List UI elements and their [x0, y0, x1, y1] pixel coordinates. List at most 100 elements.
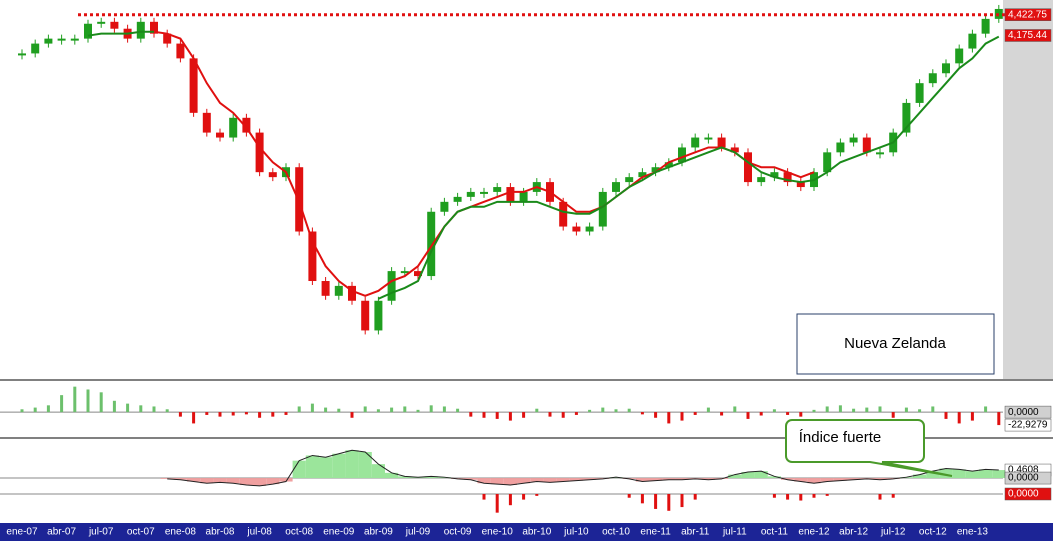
candle — [730, 147, 739, 153]
candle — [453, 196, 462, 202]
x-tick-label: ene-10 — [482, 527, 514, 538]
bar — [693, 494, 697, 500]
area-slice — [952, 469, 966, 479]
bar — [693, 412, 697, 415]
area-slice — [992, 470, 1006, 479]
bar — [376, 409, 380, 413]
candle — [493, 187, 502, 192]
candle — [783, 172, 792, 183]
bar — [73, 386, 77, 413]
bar — [310, 403, 314, 413]
bar — [667, 412, 671, 424]
candle — [268, 172, 277, 178]
area-slice — [305, 455, 319, 479]
bar — [271, 412, 275, 417]
bar — [601, 407, 605, 413]
candle — [189, 58, 198, 113]
candle — [163, 33, 172, 44]
area-slice — [292, 460, 306, 479]
bar — [139, 405, 143, 413]
area-slice — [728, 474, 742, 479]
candle — [849, 137, 858, 143]
bar — [825, 494, 829, 496]
candle — [770, 172, 779, 178]
x-tick-label: oct-07 — [127, 527, 155, 538]
area-slice — [939, 468, 953, 479]
bar — [205, 412, 209, 415]
area-slice — [662, 478, 676, 480]
bar — [258, 412, 262, 418]
area-slice — [279, 478, 293, 482]
x-tick-label: ene-12 — [798, 527, 830, 538]
bar — [482, 494, 486, 500]
x-tick-label: oct-09 — [444, 527, 472, 538]
candle — [84, 23, 92, 39]
level-label-box — [1004, 8, 1052, 21]
area-slice — [965, 471, 979, 479]
bar — [508, 412, 512, 421]
x-tick-label: abr-09 — [364, 527, 393, 538]
bar — [482, 412, 486, 418]
bar — [891, 494, 895, 498]
bar — [20, 409, 24, 413]
area-slice — [385, 472, 399, 479]
area-slice — [517, 478, 531, 484]
candle — [361, 300, 370, 331]
area-slice — [873, 478, 887, 480]
bar — [654, 412, 658, 418]
candle — [242, 117, 251, 133]
x-tick-label: jul-07 — [88, 527, 114, 538]
candle — [559, 201, 568, 227]
candle — [651, 167, 660, 173]
index-line — [167, 449, 999, 487]
bar — [733, 406, 737, 413]
candle — [717, 137, 726, 148]
candle — [928, 73, 937, 84]
plot: ene-07 abr-07 jul-07 oct-07 ene-08 abr-08 jul-… — [0, 4, 1052, 538]
candle — [625, 177, 634, 183]
bar — [865, 407, 869, 413]
bar — [456, 408, 460, 413]
bar — [680, 412, 684, 421]
x-tick-label: jul-09 — [405, 527, 431, 538]
area-slice — [358, 451, 372, 479]
callout — [785, 419, 953, 477]
bar — [33, 407, 37, 413]
candle — [823, 152, 832, 173]
bar — [852, 408, 856, 413]
bar — [561, 412, 565, 418]
candle — [664, 162, 673, 168]
bar — [363, 406, 367, 413]
x-tick-label: jul-10 — [563, 527, 589, 538]
candle — [295, 167, 304, 232]
candle — [400, 271, 409, 274]
x-tick-label: ene-13 — [957, 527, 989, 538]
level-label-box — [1004, 471, 1052, 485]
bar — [627, 494, 631, 498]
bar — [970, 412, 974, 421]
moving-average — [153, 30, 815, 297]
x-tick-label: oct-11 — [761, 527, 788, 538]
candle — [968, 33, 977, 49]
candle — [744, 152, 752, 183]
area-slice — [649, 478, 663, 481]
area-slice — [569, 478, 583, 481]
bar — [799, 494, 803, 501]
candle — [862, 137, 871, 153]
bar — [535, 408, 539, 413]
candle — [150, 21, 158, 34]
bar — [192, 412, 196, 424]
x-tick-label: abr-11 — [681, 527, 710, 538]
bar — [812, 409, 816, 413]
candle — [585, 226, 594, 232]
annotation-box — [796, 313, 995, 375]
bar — [495, 412, 499, 419]
bar — [640, 494, 644, 504]
bar — [878, 406, 882, 413]
candle — [506, 187, 515, 202]
x-tick-label: jul-11 — [722, 527, 747, 538]
area-slice — [913, 474, 927, 479]
area-slice — [556, 478, 570, 482]
level-label: 4,422.75 — [1008, 9, 1047, 20]
candle — [229, 117, 238, 138]
